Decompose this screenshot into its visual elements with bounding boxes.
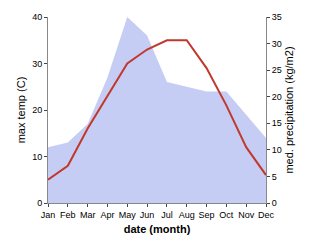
svg-text:10: 10 — [32, 152, 42, 162]
svg-text:10: 10 — [272, 145, 282, 155]
svg-text:May: May — [119, 210, 137, 220]
svg-text:5: 5 — [272, 172, 277, 182]
svg-text:0: 0 — [272, 198, 277, 208]
svg-text:date (month): date (month) — [124, 223, 191, 235]
svg-text:Jul: Jul — [161, 210, 173, 220]
svg-text:40: 40 — [32, 12, 42, 22]
svg-text:Nov: Nov — [238, 210, 255, 220]
svg-text:Oct: Oct — [219, 210, 234, 220]
svg-text:Mar: Mar — [80, 210, 96, 220]
svg-text:max temp (C): max temp (C) — [15, 77, 27, 144]
svg-text:Jan: Jan — [41, 210, 56, 220]
svg-text:20: 20 — [272, 92, 282, 102]
svg-text:20: 20 — [32, 105, 42, 115]
svg-text:Jun: Jun — [140, 210, 155, 220]
svg-text:Feb: Feb — [60, 210, 76, 220]
svg-text:25: 25 — [272, 65, 282, 75]
svg-text:Sep: Sep — [199, 210, 215, 220]
svg-text:med. precipitation (kg/m2): med. precipitation (kg/m2) — [283, 46, 295, 173]
svg-text:Aug: Aug — [179, 210, 195, 220]
svg-text:Apr: Apr — [100, 210, 114, 220]
svg-text:0: 0 — [37, 198, 42, 208]
svg-text:15: 15 — [272, 118, 282, 128]
svg-text:30: 30 — [272, 39, 282, 49]
svg-text:35: 35 — [272, 12, 282, 22]
svg-text:Dec: Dec — [258, 210, 275, 220]
svg-text:30: 30 — [32, 59, 42, 69]
